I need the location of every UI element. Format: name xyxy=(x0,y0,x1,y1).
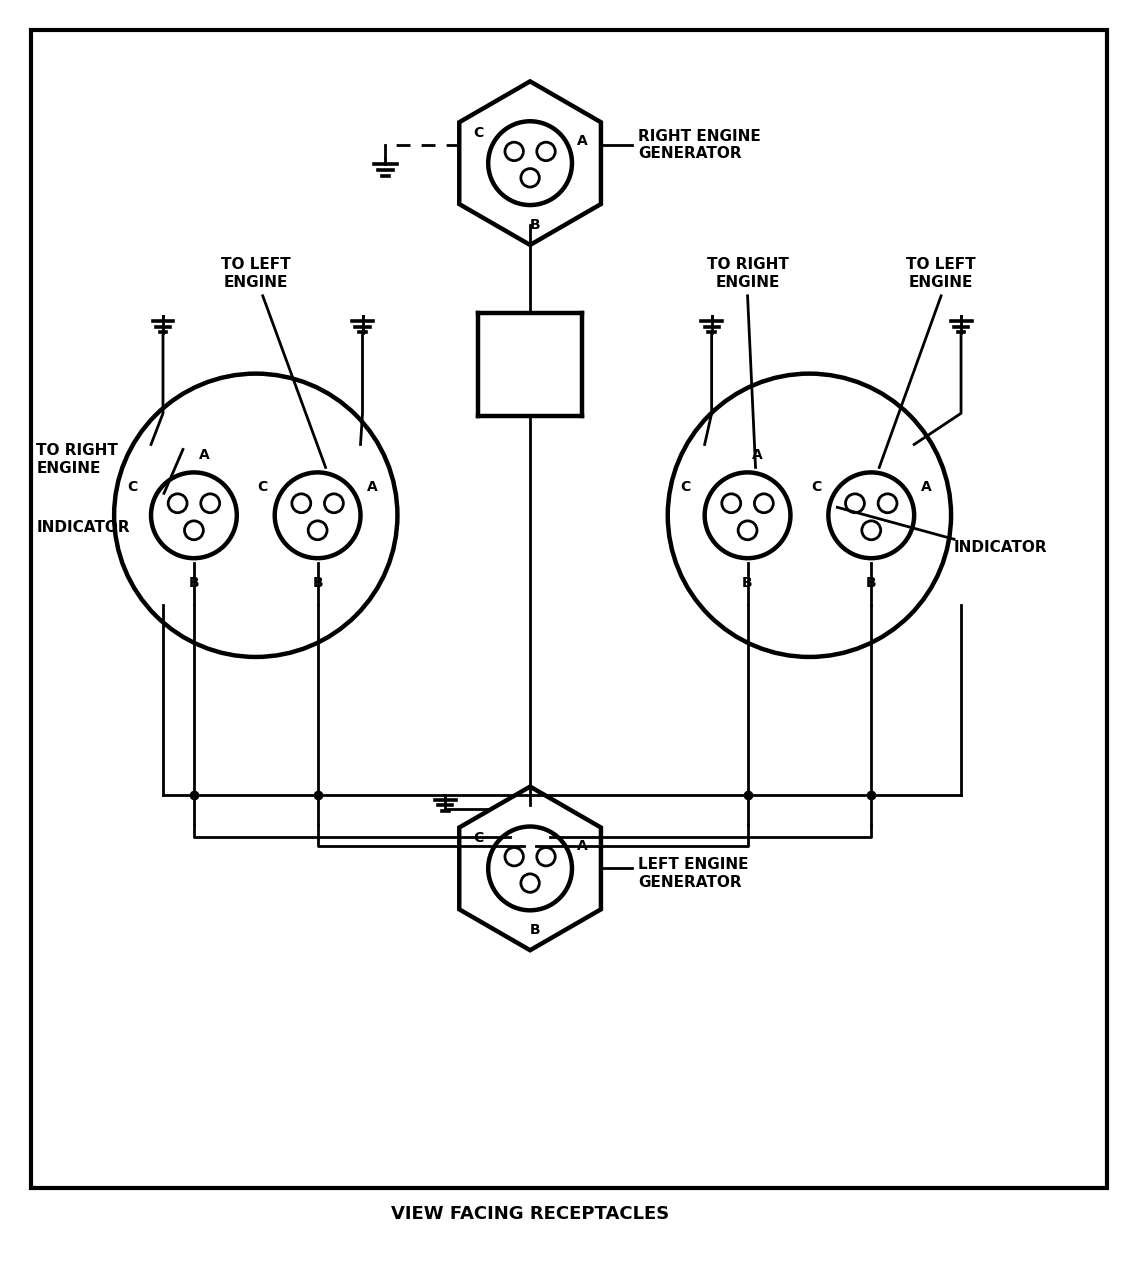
Text: C: C xyxy=(473,831,483,845)
Text: B: B xyxy=(866,576,877,590)
Circle shape xyxy=(704,473,791,559)
Circle shape xyxy=(151,473,236,559)
Text: B: B xyxy=(529,218,541,232)
Text: TO LEFT
ENGINE: TO LEFT ENGINE xyxy=(222,257,291,290)
Text: TO RIGHT
ENGINE: TO RIGHT ENGINE xyxy=(707,257,788,290)
Text: A: A xyxy=(577,134,587,148)
Text: C: C xyxy=(127,480,137,494)
Text: RIGHT ENGINE
GENERATOR: RIGHT ENGINE GENERATOR xyxy=(637,129,761,161)
Text: B: B xyxy=(742,576,753,590)
Text: VIEW FACING RECEPTACLES: VIEW FACING RECEPTACLES xyxy=(391,1205,669,1223)
Text: B: B xyxy=(529,924,541,938)
Text: LEFT ENGINE
GENERATOR: LEFT ENGINE GENERATOR xyxy=(637,858,749,889)
Text: C: C xyxy=(258,480,268,494)
Text: B: B xyxy=(189,576,199,590)
Circle shape xyxy=(488,122,573,205)
Text: B: B xyxy=(312,576,323,590)
Text: TO LEFT
ENGINE: TO LEFT ENGINE xyxy=(907,257,976,290)
Circle shape xyxy=(828,473,914,559)
Text: C: C xyxy=(680,480,691,494)
Text: A: A xyxy=(199,449,209,462)
Circle shape xyxy=(275,473,360,559)
Circle shape xyxy=(488,826,573,910)
Text: INDICATOR: INDICATOR xyxy=(36,519,130,535)
Text: A: A xyxy=(921,480,932,494)
Text: TO RIGHT
ENGINE: TO RIGHT ENGINE xyxy=(36,443,118,475)
Text: INDICATOR: INDICATOR xyxy=(954,540,1047,555)
Text: A: A xyxy=(752,449,763,462)
Text: C: C xyxy=(473,127,483,141)
Text: C: C xyxy=(811,480,821,494)
Text: A: A xyxy=(577,840,587,854)
Text: A: A xyxy=(367,480,378,494)
